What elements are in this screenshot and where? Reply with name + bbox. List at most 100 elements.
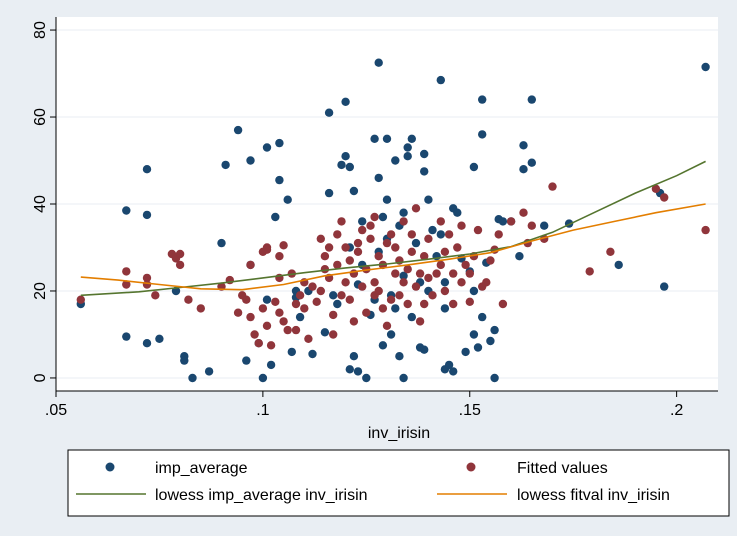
point-imp-average-43 [345,365,354,374]
legend-entry-imp-average: imp_average [105,460,248,477]
y-tick-label-2: 40 [32,195,49,213]
point-imp-average-54 [374,173,383,183]
point-imp-average-37 [333,299,342,309]
point-fitted-8 [175,260,185,270]
point-imp-average-40 [341,97,350,107]
point-fitted-64 [358,282,367,291]
point-fitted-18 [246,312,255,322]
point-imp-average-121 [701,62,710,72]
point-imp-average-79 [420,149,429,159]
point-fitted-27 [271,297,280,306]
point-fitted-94 [420,252,429,261]
point-imp-average-24 [275,138,284,148]
point-fitted-71 [370,278,379,287]
point-imp-average-78 [420,167,429,176]
point-fitted-107 [453,243,462,252]
legend-marker-fitted-values [466,462,476,472]
point-fitted-112 [465,297,474,306]
point-imp-average-118 [614,260,623,270]
point-fitted-100 [436,217,445,226]
point-imp-average-69 [399,271,408,280]
point-fitted-120 [498,299,508,309]
point-imp-average-22 [266,360,276,370]
point-fitted-46 [320,252,330,261]
y-tick-label-1: 20 [32,282,49,300]
point-imp-average-83 [428,225,437,235]
point-imp-average-56 [374,58,383,67]
point-imp-average-98 [469,286,479,296]
legend-label-imp-average: imp_average [155,460,248,477]
point-imp-average-14 [233,125,243,135]
point-imp-average-48 [358,217,367,226]
point-imp-average-58 [378,341,388,350]
point-fitted-43 [316,286,325,296]
point-imp-average-5 [142,339,152,348]
point-imp-average-9 [180,356,189,365]
point-fitted-9 [175,249,185,259]
point-fitted-105 [449,269,458,278]
point-fitted-4 [142,280,152,289]
point-fitted-0 [76,295,86,304]
point-fitted-63 [358,225,367,235]
point-imp-average-101 [478,312,487,322]
point-imp-average-63 [386,330,396,339]
point-fitted-28 [275,308,284,317]
point-fitted-121 [506,217,516,226]
point-imp-average-19 [258,373,268,383]
point-fitted-128 [606,247,615,256]
point-fitted-53 [337,217,346,226]
point-fitted-126 [548,182,557,191]
point-fitted-84 [399,278,408,287]
point-fitted-44 [316,234,325,243]
point-fitted-103 [440,247,450,256]
legend-box [67,449,730,517]
point-fitted-78 [386,230,396,239]
point-fitted-51 [333,230,342,239]
point-imp-average-21 [262,295,272,304]
point-fitted-42 [312,297,321,306]
point-fitted-87 [403,265,412,274]
point-fitted-119 [494,230,503,239]
point-imp-average-30 [295,312,305,322]
point-fitted-83 [395,291,404,300]
x-tick-label-2: .15 [459,402,481,419]
point-fitted-106 [449,299,458,309]
point-imp-average-95 [461,347,470,357]
point-fitted-56 [341,243,350,252]
point-imp-average-68 [399,208,408,217]
point-fitted-3 [142,273,152,283]
point-imp-average-42 [345,162,354,172]
point-imp-average-6 [155,334,164,343]
point-imp-average-15 [242,356,251,365]
y-tick-label-0: 0 [32,373,49,382]
point-fitted-97 [424,234,433,243]
point-fitted-96 [424,273,433,283]
point-imp-average-102 [478,130,487,139]
x-tick-label-0: .05 [45,402,67,419]
point-fitted-127 [585,267,594,276]
point-fitted-2 [122,280,131,289]
point-fitted-111 [465,269,474,278]
point-fitted-24 [262,245,272,254]
point-fitted-104 [444,230,454,239]
point-imp-average-20 [262,143,272,152]
point-fitted-108 [457,221,466,230]
point-fitted-76 [382,238,392,248]
x-tick-label-1: .1 [256,402,269,419]
point-imp-average-72 [403,152,412,161]
point-imp-average-2 [122,332,131,341]
point-fitted-79 [386,295,396,304]
point-imp-average-88 [440,304,450,313]
point-imp-average-17 [246,156,255,165]
point-fitted-130 [660,193,669,202]
point-imp-average-105 [486,336,495,346]
point-imp-average-111 [515,252,524,261]
point-fitted-31 [279,241,288,250]
point-imp-average-11 [204,367,214,376]
point-imp-average-10 [188,373,197,383]
point-fitted-39 [300,304,309,313]
lowess-line-fitval [80,203,706,291]
point-fitted-69 [370,212,379,222]
point-imp-average-74 [407,312,416,322]
axes: 0 20 40 60 80 .05 .1 .15 .2 [32,17,718,419]
